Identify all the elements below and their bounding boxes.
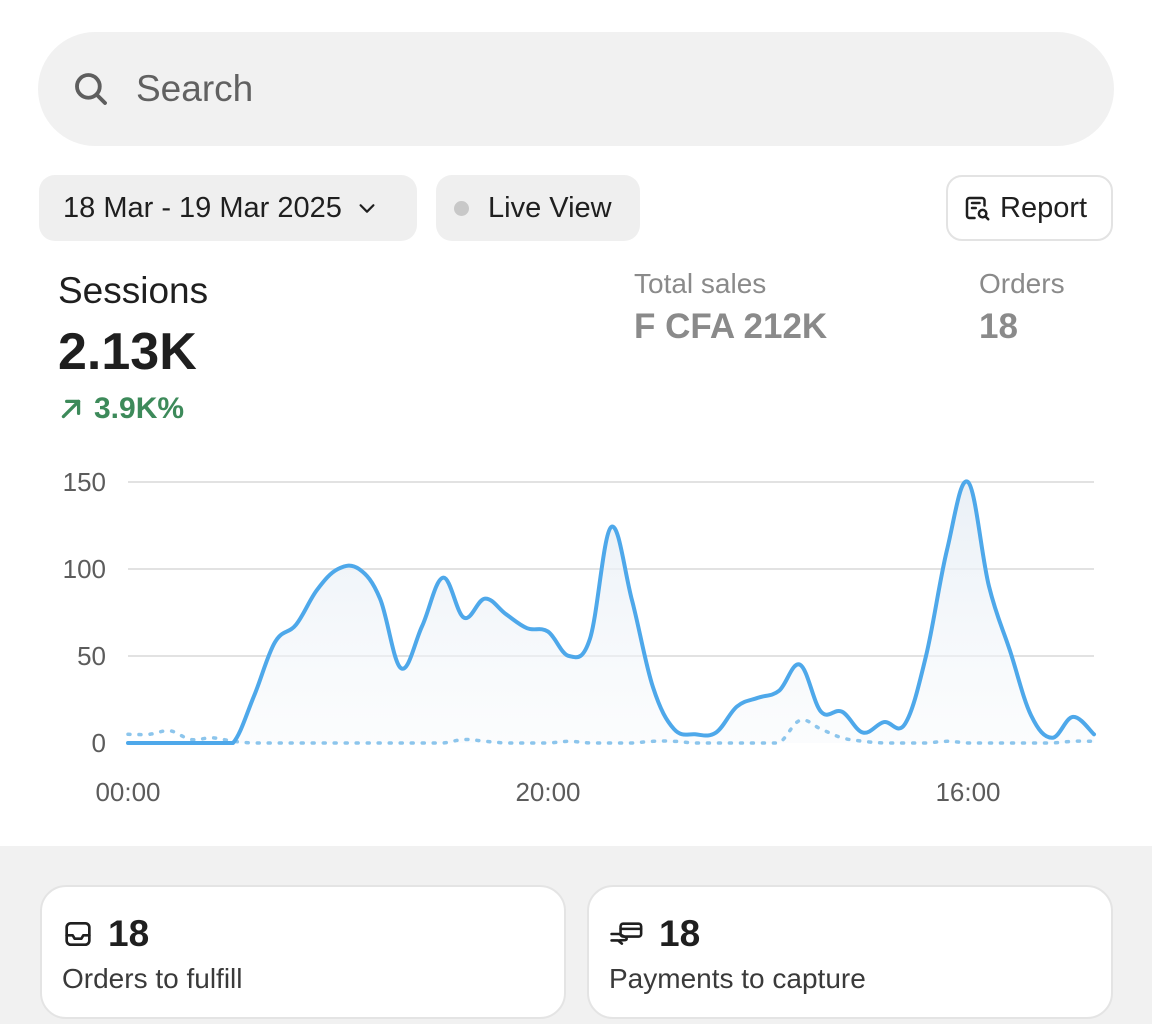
- live-view-label: Live View: [488, 191, 612, 224]
- search-input[interactable]: [134, 67, 1038, 111]
- x-tick-label: 20:00: [515, 777, 580, 807]
- orders-value: 18: [979, 307, 1018, 346]
- orders-to-fulfill-count: 18: [108, 913, 150, 954]
- report-button[interactable]: Report: [946, 175, 1113, 241]
- sessions-label[interactable]: Sessions: [58, 270, 209, 311]
- sessions-value: 2.13K: [58, 323, 197, 381]
- total-sales-value: F CFA 212K: [634, 307, 828, 346]
- sessions-change-value: 3.9K%: [94, 392, 185, 425]
- report-label: Report: [1000, 191, 1088, 224]
- date-range-label: 18 Mar - 19 Mar 2025: [63, 191, 342, 224]
- y-tick-label: 150: [63, 467, 106, 497]
- inbox-icon: [65, 922, 91, 946]
- x-tick-label: 00:00: [95, 777, 160, 807]
- payments-to-capture-card[interactable]: 18 Payments to capture: [587, 885, 1113, 1019]
- y-tick-label: 50: [77, 641, 106, 671]
- report-icon: [965, 196, 990, 221]
- payments-to-capture-count: 18: [659, 913, 701, 954]
- payments-to-capture-label: Payments to capture: [609, 963, 866, 994]
- sessions-area: [128, 481, 1094, 743]
- arrow-up-right-icon: [61, 399, 81, 419]
- orders-to-fulfill-card[interactable]: 18 Orders to fulfill: [40, 885, 566, 1019]
- total-sales-label[interactable]: Total sales: [634, 268, 767, 299]
- y-tick-label: 100: [63, 554, 106, 584]
- sessions-chart: 0 50 100 150 00:00 20:00 16:00: [63, 467, 1096, 807]
- sessions-change: 3.9K%: [58, 392, 184, 426]
- live-status-dot-icon: [454, 200, 469, 216]
- hand-card-icon: [610, 922, 643, 945]
- orders-label[interactable]: Orders: [979, 268, 1065, 299]
- x-tick-label: 16:00: [935, 777, 1000, 807]
- live-view-button[interactable]: Live View: [436, 175, 640, 241]
- chevron-down-icon: [359, 204, 375, 213]
- search-bar[interactable]: [38, 32, 1114, 146]
- sessions-series-line: [126, 479, 1096, 745]
- date-range-button[interactable]: 18 Mar - 19 Mar 2025: [39, 175, 417, 241]
- comparison-series-line: [126, 718, 1096, 745]
- orders-to-fulfill-label: Orders to fulfill: [62, 963, 243, 994]
- search-icon: [75, 73, 107, 105]
- y-tick-label: 0: [92, 728, 106, 758]
